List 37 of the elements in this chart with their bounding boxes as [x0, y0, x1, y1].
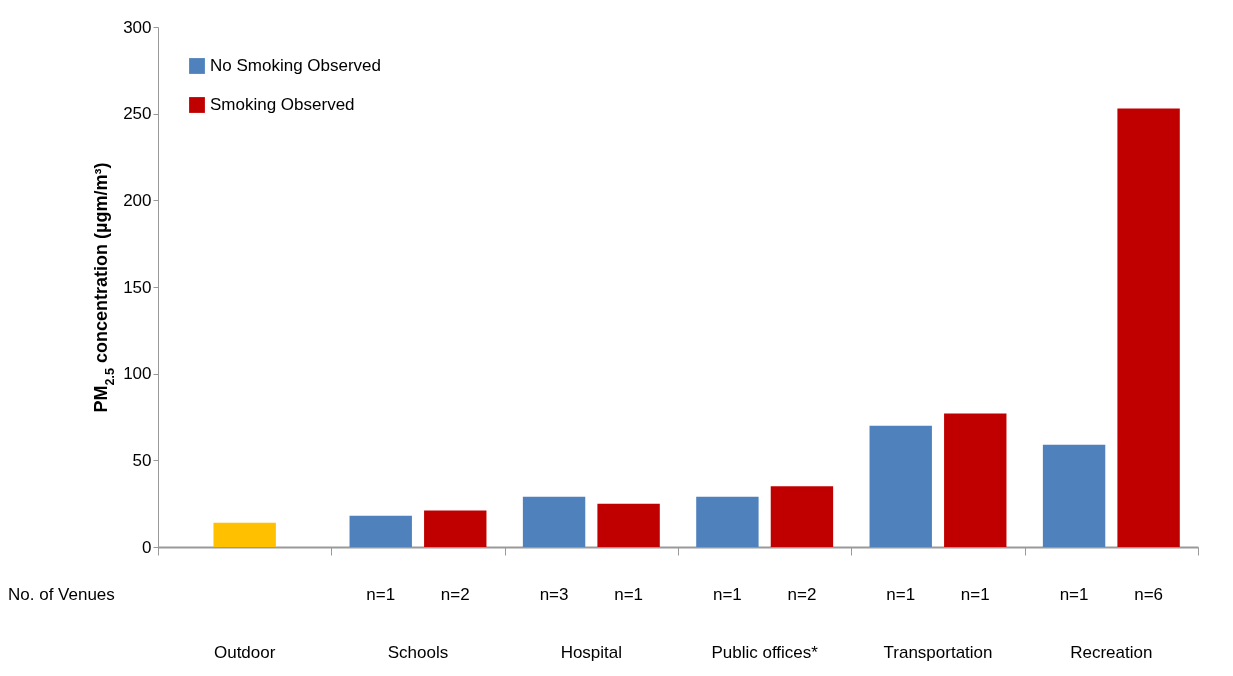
bar [1117, 108, 1180, 547]
legend-label: Smoking Observed [210, 95, 355, 114]
y-tick-label: 200 [123, 190, 152, 210]
y-tick-label: 300 [123, 17, 152, 37]
bar [869, 425, 932, 547]
text: n=1 [614, 585, 644, 604]
text: n=6 [1134, 585, 1164, 604]
y-tick-label: 50 [132, 450, 152, 470]
bar [213, 522, 276, 547]
y-tick-label: 150 [123, 277, 152, 297]
text: No. of Venues [8, 585, 115, 604]
bar [522, 496, 586, 547]
bar [770, 486, 834, 547]
bar [424, 510, 487, 547]
bar [696, 496, 759, 547]
text: n=3 [539, 585, 569, 604]
y-tick-label: 100 [123, 364, 152, 384]
x-tick-label: Hospital [560, 643, 623, 662]
x-tick-label: Recreation [1070, 643, 1153, 662]
text: n=1 [960, 585, 990, 604]
text: n=1 [886, 585, 916, 604]
x-tick-label: Schools [387, 643, 449, 662]
x-tick-label: Outdoor [213, 643, 276, 662]
bar [1042, 444, 1106, 547]
text: n=2 [440, 585, 470, 604]
x-tick-label: Transportation [883, 643, 993, 662]
y-tick-label: 0 [142, 537, 152, 557]
legend-label: No Smoking Observed [210, 56, 382, 75]
y-tick-label: 250 [123, 104, 152, 124]
bar [597, 503, 660, 547]
bar [349, 515, 412, 547]
text: n=1 [712, 585, 742, 604]
text: n=2 [787, 585, 817, 604]
text: n=1 [1059, 585, 1089, 604]
bar [944, 413, 1007, 547]
x-tick-label: Public offices* [711, 643, 819, 662]
text: n=1 [366, 585, 396, 604]
